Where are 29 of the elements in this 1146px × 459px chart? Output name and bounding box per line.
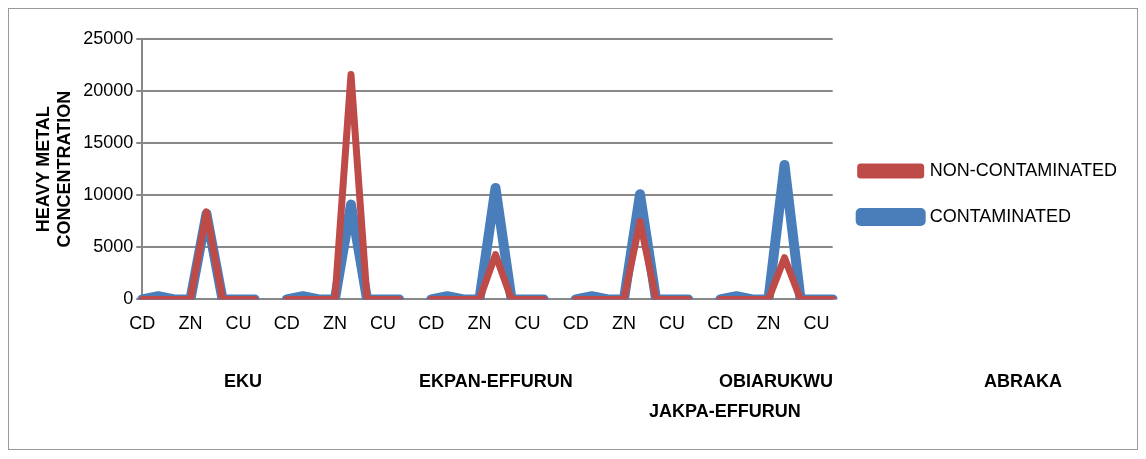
x-tick-label: ZN [322, 313, 347, 334]
y-axis-title: HEAVY METAL CONCENTRATION [32, 90, 75, 248]
text: OBIARUKWU [719, 371, 833, 392]
legend-label: CONTAMINATED [929, 205, 1072, 226]
y-tick-label: 15000 [83, 132, 134, 153]
y-tick-label: 10000 [83, 184, 134, 205]
y-tick-label: 0 [123, 288, 134, 309]
x-tick-label: CD [129, 313, 156, 334]
x-tick-label: CU [225, 313, 252, 334]
text: JAKPA-EFFURUN [649, 401, 801, 422]
text: EKPAN-EFFURUN [419, 371, 573, 392]
x-tick-label: ZN [756, 313, 781, 334]
x-tick-label: CD [562, 313, 589, 334]
x-tick-label: ZN [467, 313, 492, 334]
x-tick-label: CD [418, 313, 445, 334]
y-tick-label: 20000 [83, 80, 134, 101]
y-tick-label: 5000 [93, 236, 134, 257]
x-tick-label: CU [659, 313, 686, 334]
text: ABRAKA [984, 371, 1062, 392]
x-tick-label: ZN [178, 313, 203, 334]
x-tick-label: CU [514, 313, 541, 334]
x-tick-label: ZN [611, 313, 636, 334]
x-tick-label: CD [707, 313, 734, 334]
legend-label: NON-CONTAMINATED [929, 159, 1118, 180]
text: EKU [224, 371, 263, 392]
y-tick-label: 25000 [83, 27, 134, 48]
x-tick-label: CD [273, 313, 300, 334]
x-tick-label: CU [803, 313, 830, 334]
x-tick-label: CU [370, 313, 397, 334]
